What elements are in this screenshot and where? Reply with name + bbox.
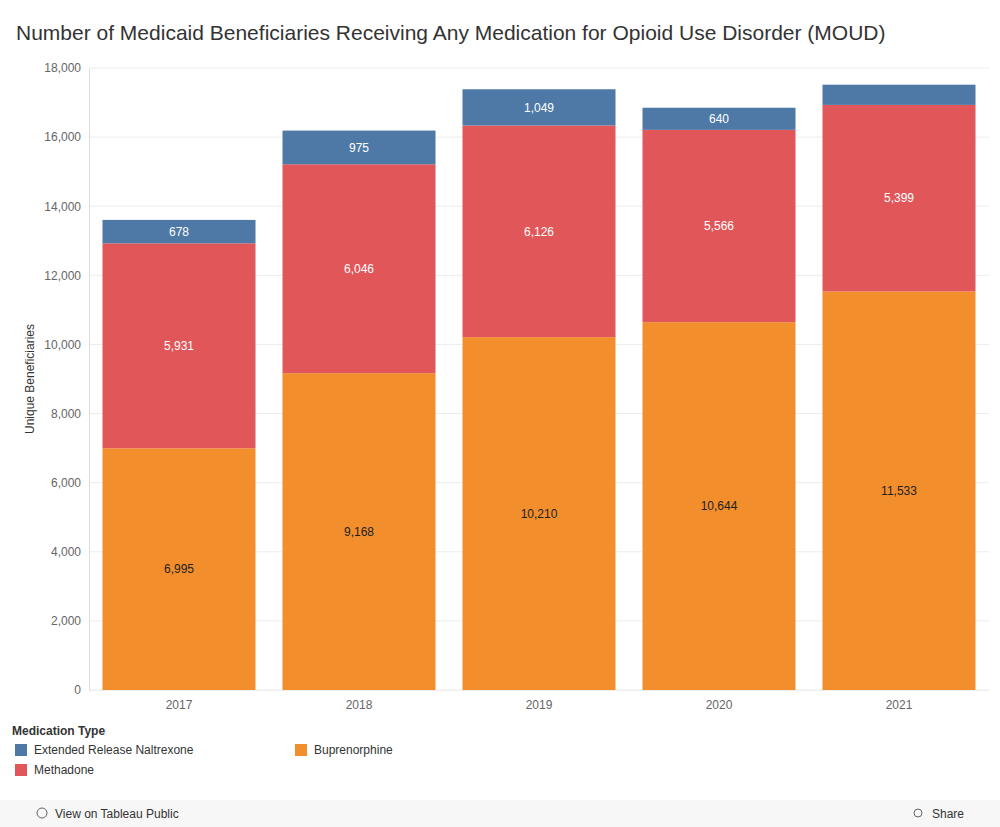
x-tick-label: 2019 bbox=[526, 698, 553, 712]
y-tick: 0 bbox=[74, 683, 89, 697]
y-tick-label: 2,000 bbox=[51, 614, 81, 628]
bar-segment bbox=[103, 243, 256, 448]
data-label: 5,399 bbox=[884, 191, 914, 205]
y-tick-label: 16,000 bbox=[44, 130, 81, 144]
legend-swatch bbox=[15, 764, 27, 776]
bar-segment bbox=[103, 220, 256, 243]
x-axis: 2017 2018 2019 2020 2021 bbox=[90, 690, 990, 712]
x-tick-label: 2017 bbox=[166, 698, 193, 712]
chart: Number of Medicaid Beneficiaries Receivi… bbox=[0, 0, 1000, 827]
y-tick: 2,000 bbox=[51, 614, 89, 628]
y-tick: 12,000 bbox=[44, 269, 89, 283]
y-tick-label: 18,000 bbox=[44, 61, 81, 75]
x-tick: 2018 bbox=[346, 690, 373, 712]
y-tick-label: 8,000 bbox=[51, 407, 81, 421]
data-label: 678 bbox=[169, 225, 189, 239]
grid bbox=[89, 68, 989, 690]
bars bbox=[103, 85, 976, 690]
bar-segment bbox=[823, 85, 976, 105]
legend-item: Methadone bbox=[15, 763, 94, 777]
x-axis-line bbox=[90, 690, 990, 691]
bar-segment bbox=[823, 105, 976, 292]
y-tick: 6,000 bbox=[51, 476, 89, 490]
legend-swatch bbox=[295, 744, 307, 756]
legend: Medication Type Extended Release Naltrexo… bbox=[12, 724, 393, 777]
y-tick: 10,000 bbox=[44, 338, 89, 352]
legend-label: Methadone bbox=[34, 763, 94, 777]
legend-swatch bbox=[15, 744, 27, 756]
bar-segment bbox=[463, 89, 616, 125]
bar-segment bbox=[283, 164, 436, 373]
data-label: 6,126 bbox=[524, 225, 554, 239]
y-axis-title: Unique Beneficiaries bbox=[23, 324, 37, 434]
x-tick-label: 2021 bbox=[886, 698, 913, 712]
data-label: 1,049 bbox=[524, 101, 554, 115]
data-label: 975 bbox=[349, 141, 369, 155]
toolbar-background bbox=[0, 800, 1000, 827]
y-tick-label: 0 bbox=[74, 683, 81, 697]
bar-segment bbox=[463, 337, 616, 690]
x-tick: 2020 bbox=[706, 690, 733, 712]
bar-segment bbox=[643, 108, 796, 130]
data-label: 10,644 bbox=[701, 499, 738, 513]
legend-label: Extended Release Naltrexone bbox=[34, 743, 194, 757]
y-tick: 4,000 bbox=[51, 545, 89, 559]
title: Number of Medicaid Beneficiaries Receivi… bbox=[16, 21, 886, 44]
data-label: 10,210 bbox=[521, 507, 558, 521]
view-link[interactable]: View on Tableau Public bbox=[55, 807, 179, 821]
x-tick: 2017 bbox=[166, 690, 193, 712]
bar-segment bbox=[643, 130, 796, 322]
data-label: 11,533 bbox=[881, 484, 917, 498]
legend-label: Buprenorphine bbox=[314, 743, 393, 757]
data-label: 9,168 bbox=[344, 525, 374, 539]
grid-line bbox=[89, 68, 989, 69]
legend-title: Medication Type bbox=[12, 724, 105, 738]
bar-segment bbox=[283, 131, 436, 165]
bar-segment bbox=[463, 126, 616, 338]
x-tick: 2019 bbox=[526, 690, 553, 712]
legend-item: Extended Release Naltrexone bbox=[15, 743, 194, 757]
y-tick: 16,000 bbox=[44, 130, 89, 144]
y-axis: 0 2,000 4,000 6,000 8,000 10,000 12,000 14,000 1… bbox=[44, 61, 89, 697]
data-label: 640 bbox=[709, 112, 729, 126]
x-tick-label: 2018 bbox=[346, 698, 373, 712]
y-tick-label: 10,000 bbox=[44, 338, 81, 352]
data-label: 6,995 bbox=[164, 562, 194, 576]
y-tick: 18,000 bbox=[44, 61, 89, 75]
data-label: 5,566 bbox=[704, 219, 734, 233]
y-tick: 14,000 bbox=[44, 200, 89, 214]
bar-segment bbox=[643, 322, 796, 690]
data-labels: 6,995 9,168 10,210 10,644 11,533 5,931 6,046 6,… bbox=[164, 101, 917, 577]
y-tick-label: 4,000 bbox=[51, 545, 81, 559]
y-tick-label: 14,000 bbox=[44, 200, 81, 214]
x-tick-label: 2020 bbox=[706, 698, 733, 712]
y-tick: 8,000 bbox=[51, 407, 89, 421]
data-label: 5,931 bbox=[164, 339, 194, 353]
toolbar: View on Tableau Public Share bbox=[0, 800, 1000, 827]
y-tick-label: 12,000 bbox=[44, 269, 81, 283]
bar-segment bbox=[103, 448, 256, 690]
y-axis-line bbox=[89, 69, 90, 691]
data-label: 6,046 bbox=[344, 262, 374, 276]
y-tick-label: 6,000 bbox=[51, 476, 81, 490]
toolbar-icon bbox=[914, 809, 922, 817]
x-tick: 2021 bbox=[886, 690, 913, 712]
bar-segment bbox=[823, 291, 976, 690]
legend-item: Buprenorphine bbox=[295, 743, 393, 757]
share-button[interactable]: Share bbox=[932, 807, 964, 821]
toolbar-icon bbox=[37, 808, 47, 818]
bar-segment bbox=[283, 373, 436, 690]
